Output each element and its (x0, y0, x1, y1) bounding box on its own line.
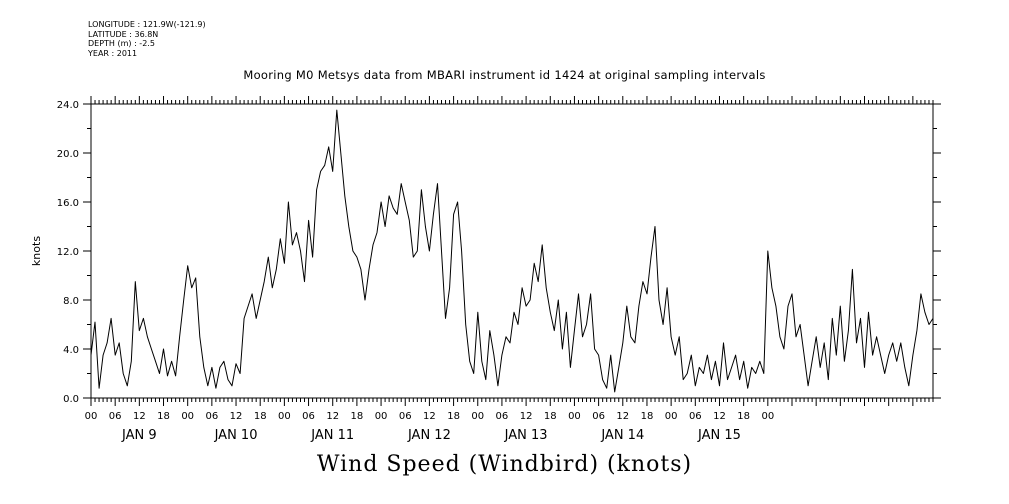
x-tick-label: 06 (302, 411, 315, 422)
plot-frame (90, 103, 934, 399)
x-tick-label: 06 (689, 411, 702, 422)
x-tick-label: 18 (351, 411, 364, 422)
x-tick-label: 18 (737, 411, 750, 422)
x-tick-label: 18 (641, 411, 654, 422)
day-label: JAN 10 (214, 428, 258, 443)
x-tick-label: 00 (85, 411, 98, 422)
x-tick-label: 06 (496, 411, 509, 422)
latitude-label: LATITUDE : 36.8N (88, 29, 159, 39)
y-tick-label: 16.0 (57, 198, 79, 209)
x-tick-label: 12 (326, 411, 339, 422)
longitude-label: LONGITUDE : 121.9W(-121.9) (88, 20, 206, 29)
chart-title: Mooring M0 Metsys data from MBARI instru… (243, 68, 766, 82)
x-tick-label: 00 (761, 411, 774, 422)
x-tick-label: 12 (713, 411, 726, 422)
x-tick-label: 06 (205, 411, 218, 422)
x-tick-label: 00 (278, 411, 291, 422)
wind-speed-series-line (90, 109, 934, 393)
x-tick-label: 12 (616, 411, 629, 422)
station-metadata: LONGITUDE : 121.9W(-121.9) LATITUDE : 36… (88, 20, 206, 58)
y-axis-label: knots (30, 236, 43, 266)
x-tick-label: 06 (592, 411, 605, 422)
x-tick-label: 18 (544, 411, 557, 422)
x-tick-label: 18 (157, 411, 170, 422)
y-tick-label: 4.0 (63, 345, 79, 356)
x-tick-label: 00 (181, 411, 194, 422)
x-tick-label: 06 (399, 411, 412, 422)
day-label: JAN 9 (121, 428, 157, 443)
y-tick-label: 12.0 (57, 247, 79, 258)
x-tick-label: 18 (447, 411, 460, 422)
year-label: YEAR : 2011 (88, 48, 138, 58)
day-label: JAN 13 (504, 428, 548, 443)
x-tick-label: 00 (568, 411, 581, 422)
day-label: JAN 15 (697, 428, 741, 443)
y-tick-label: 20.0 (57, 149, 79, 160)
y-tick-label: 0.0 (63, 394, 79, 405)
x-tick-label: 00 (665, 411, 678, 422)
day-label: JAN 14 (600, 428, 644, 443)
x-tick-label: 12 (520, 411, 533, 422)
y-tick-label: 24.0 (57, 100, 79, 111)
y-tick-label: 8.0 (63, 296, 79, 307)
day-label: JAN 12 (407, 428, 451, 443)
x-tick-label: 12 (133, 411, 146, 422)
x-tick-label: 00 (375, 411, 388, 422)
depth-label: DEPTH (m) : -2.5 (88, 39, 155, 48)
day-label: JAN 11 (310, 428, 354, 443)
x-tick-label: 12 (230, 411, 243, 422)
x-tick-label: 12 (423, 411, 436, 422)
x-tick-label: 00 (471, 411, 484, 422)
x-tick-label: 06 (109, 411, 122, 422)
x-tick-label: 18 (254, 411, 267, 422)
x-axis-title: Wind Speed (Windbird) (knots) (316, 452, 693, 477)
